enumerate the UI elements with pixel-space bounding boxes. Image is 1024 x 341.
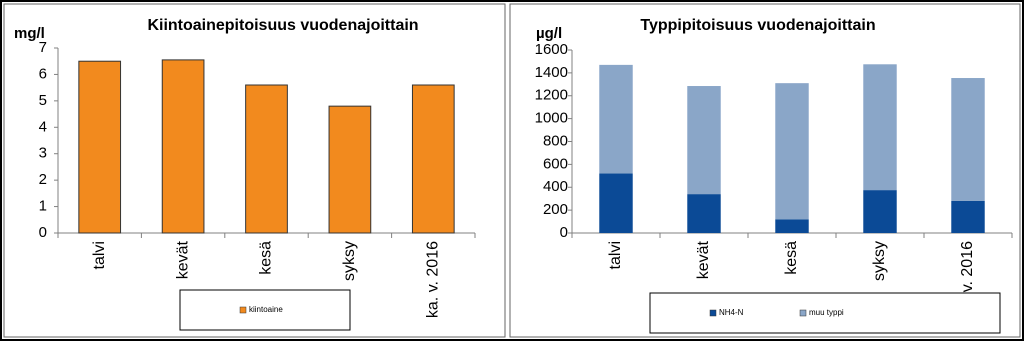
y-tick-label: 7 [39, 39, 47, 56]
bar [775, 83, 809, 220]
y-tick-label: 1 [39, 198, 47, 215]
y-tick-label: 200 [543, 201, 568, 218]
bar [161, 59, 205, 234]
y-tick-label: 0 [560, 224, 568, 241]
x-tick-label: talvi [91, 241, 108, 269]
bar [328, 105, 372, 234]
legend-box [179, 289, 351, 331]
bar [863, 64, 897, 191]
bar [245, 84, 288, 234]
x-tick-label: kesä [783, 241, 800, 275]
panel-border [3, 3, 506, 338]
legend-swatch [709, 309, 717, 317]
y-tick-label: 2 [39, 171, 47, 188]
x-tick-label: kevät [174, 240, 191, 279]
x-tick-label: syksy [341, 241, 358, 281]
bar [411, 84, 455, 234]
x-tick-label: kesä [258, 241, 275, 275]
x-tick-label: syksy [871, 241, 888, 281]
legend-label: kiintoaine [249, 305, 283, 314]
bar [687, 86, 721, 195]
y-tick-label: 1600 [535, 41, 568, 58]
x-tick-label: talvi [607, 241, 624, 269]
bar [951, 78, 985, 201]
bar [687, 194, 721, 233]
bar [78, 60, 122, 234]
y-tick-label: 4 [39, 118, 47, 135]
bar [599, 173, 633, 233]
bar [863, 190, 897, 233]
bar [775, 219, 809, 233]
x-tick-label: kevät [695, 240, 712, 279]
bar [599, 64, 633, 174]
y-axis-label: µg/l [536, 25, 562, 42]
y-tick-label: 400 [543, 178, 568, 195]
y-tick-label: 3 [39, 145, 47, 162]
x-tick-label: ka. v. 2016 [425, 241, 442, 318]
y-axis-label: mg/l [14, 25, 45, 42]
y-tick-label: 1400 [535, 64, 568, 81]
y-tick-label: 6 [39, 65, 47, 82]
legend-swatch [799, 309, 807, 317]
y-tick-label: 5 [39, 92, 47, 109]
y-tick-label: 800 [543, 132, 568, 149]
y-tick-label: 0 [39, 224, 47, 241]
y-tick-label: 600 [543, 155, 568, 172]
legend-box [649, 292, 1001, 334]
panel-border [509, 3, 1021, 338]
bar [951, 200, 985, 233]
chart-title: Typpipitoisuus vuodenajoittain [640, 17, 875, 34]
legend-label: NH4-N [719, 308, 744, 317]
y-tick-label: 1200 [535, 87, 568, 104]
legend-label: muu typpi [809, 308, 844, 317]
y-tick-label: 1000 [535, 110, 568, 127]
chart-title: Kiintoainepitoisuus vuodenajoittain [147, 17, 418, 34]
legend-swatch [239, 306, 247, 314]
